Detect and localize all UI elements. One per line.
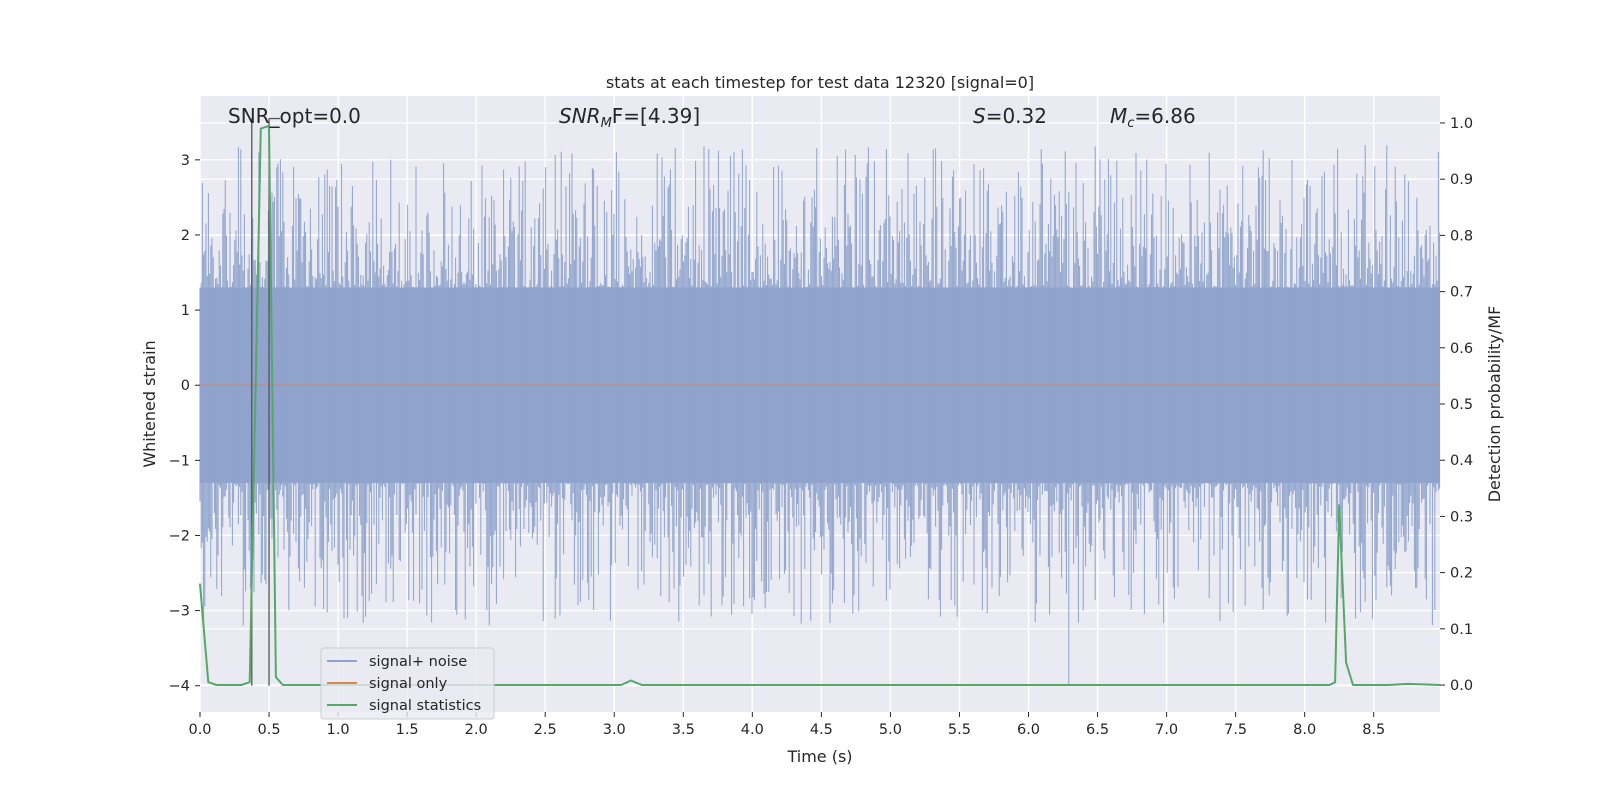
y2-tick-label: 0.2 [1450, 566, 1473, 582]
legend-box [320, 647, 495, 720]
signal-statistics-point [207, 681, 209, 683]
signal-statistics-point [240, 684, 242, 686]
x-tick-label: 0.5 [258, 722, 281, 738]
x-tick-label: 7.0 [1155, 722, 1178, 738]
y-tick-label: −3 [169, 604, 190, 620]
snr-mf-subscript: M [601, 116, 612, 131]
signal-statistics-point [260, 128, 262, 130]
mc-symbol: M [1110, 104, 1127, 128]
y2-tick-label: 0.3 [1450, 509, 1473, 525]
y2-tick-label: 1.0 [1450, 116, 1473, 132]
x-tick-label: 8.0 [1293, 722, 1316, 738]
y2-tick-label: 0.4 [1450, 453, 1473, 469]
x-tick-label: 6.5 [1086, 722, 1109, 738]
legend-label-signal-only: signal only [369, 676, 448, 692]
snr-mf-value: F=[4.39] [612, 104, 700, 128]
legend: signal+ noise signal only signal statist… [320, 647, 495, 720]
y-tick-label: −4 [169, 679, 190, 695]
signal-statistics-point [275, 676, 277, 678]
annotation-s: S=0.32 [973, 104, 1047, 128]
x-tick-label: 2.0 [465, 722, 488, 738]
y-tick-label: 2 [181, 228, 190, 244]
x-tick-label: 5.0 [879, 722, 902, 738]
y2-tick-label: 0.5 [1450, 397, 1473, 413]
y2-tick-label: 0.0 [1450, 678, 1473, 694]
y-axis-ticks: −4 −3 −2 −1 0 1 2 3 [169, 153, 200, 695]
y2-tick-label: 0.7 [1450, 285, 1473, 301]
y-tick-label: 3 [181, 153, 190, 169]
s-symbol: S [973, 104, 986, 128]
signal-statistics-point [630, 679, 632, 682]
signal-statistics-point [1386, 684, 1389, 686]
y-tick-label: 0 [181, 378, 190, 394]
x-tick-label: 2.5 [534, 722, 557, 738]
chart-title: stats at each timestep for test data 123… [606, 73, 1034, 92]
x-tick-label: 4.0 [741, 722, 764, 738]
legend-label-signal-statistics: signal statistics [369, 698, 481, 714]
signal-statistics-point [199, 583, 201, 585]
signal-statistics-point [1345, 661, 1347, 664]
x-axis-ticks: 0.0 0.5 1.0 1.5 2.0 2.5 3.0 3.5 4.0 4.5 5.0 5.5 6.0 6… [188, 712, 1385, 738]
x-tick-label: 1.5 [396, 722, 419, 738]
signal-statistics-point [641, 684, 643, 686]
y2-tick-label: 0.8 [1450, 228, 1473, 244]
y2-axis-title: Detection probability/MF [1485, 306, 1504, 503]
annotation-mc: Mc=6.86 [1110, 104, 1196, 131]
y-axis-title: Whitened strain [140, 340, 159, 467]
mc-subscript: c [1127, 116, 1134, 131]
x-tick-label: 4.5 [810, 722, 833, 738]
signal-statistics-point [1407, 683, 1409, 685]
x-tick-label: 5.5 [948, 722, 971, 738]
snr-mf-symbol: SNR [559, 104, 601, 128]
annotation-snr-mf: SNRMF=[4.39] [559, 104, 700, 131]
x-tick-label: 3.5 [672, 722, 695, 738]
signal-statistics-point [268, 125, 270, 127]
signal-statistics-point [1338, 504, 1340, 506]
signal-statistics-point [249, 681, 251, 683]
signal-statistics-point [216, 684, 218, 686]
signal-statistics-point [620, 684, 622, 686]
y-tick-label: −1 [169, 453, 190, 469]
x-tick-label: 0.0 [188, 722, 211, 738]
y2-tick-label: 0.9 [1450, 172, 1473, 188]
legend-label-signal-plus-noise: signal+ noise [369, 654, 467, 670]
y-tick-label: 1 [181, 303, 190, 319]
x-tick-label: 1.0 [327, 722, 350, 738]
x-tick-label: 8.5 [1362, 722, 1385, 738]
signal-statistics-point [1334, 681, 1336, 683]
signal-statistics-point [1328, 684, 1331, 686]
x-tick-label: 7.5 [1224, 722, 1247, 738]
annotation-snr-opt: SNR_opt=0.0 [228, 104, 361, 128]
x-tick-label: 6.0 [1017, 722, 1040, 738]
signal-statistics-point [282, 684, 284, 686]
y2-axis-ticks: 0.0 0.1 0.2 0.3 0.4 0.5 0.6 0.7 0.8 0.9 1.0 [1440, 116, 1473, 694]
s-value: =0.32 [986, 104, 1047, 128]
signal-statistics-point [289, 684, 291, 686]
x-tick-label: 3.0 [603, 722, 626, 738]
mc-value: =6.86 [1134, 104, 1195, 128]
x-axis-title: Time (s) [786, 747, 852, 766]
signal-statistics-point [1352, 684, 1354, 686]
y2-tick-label: 0.1 [1450, 622, 1473, 638]
y-tick-label: −2 [169, 528, 190, 544]
y2-tick-label: 0.6 [1450, 341, 1473, 357]
